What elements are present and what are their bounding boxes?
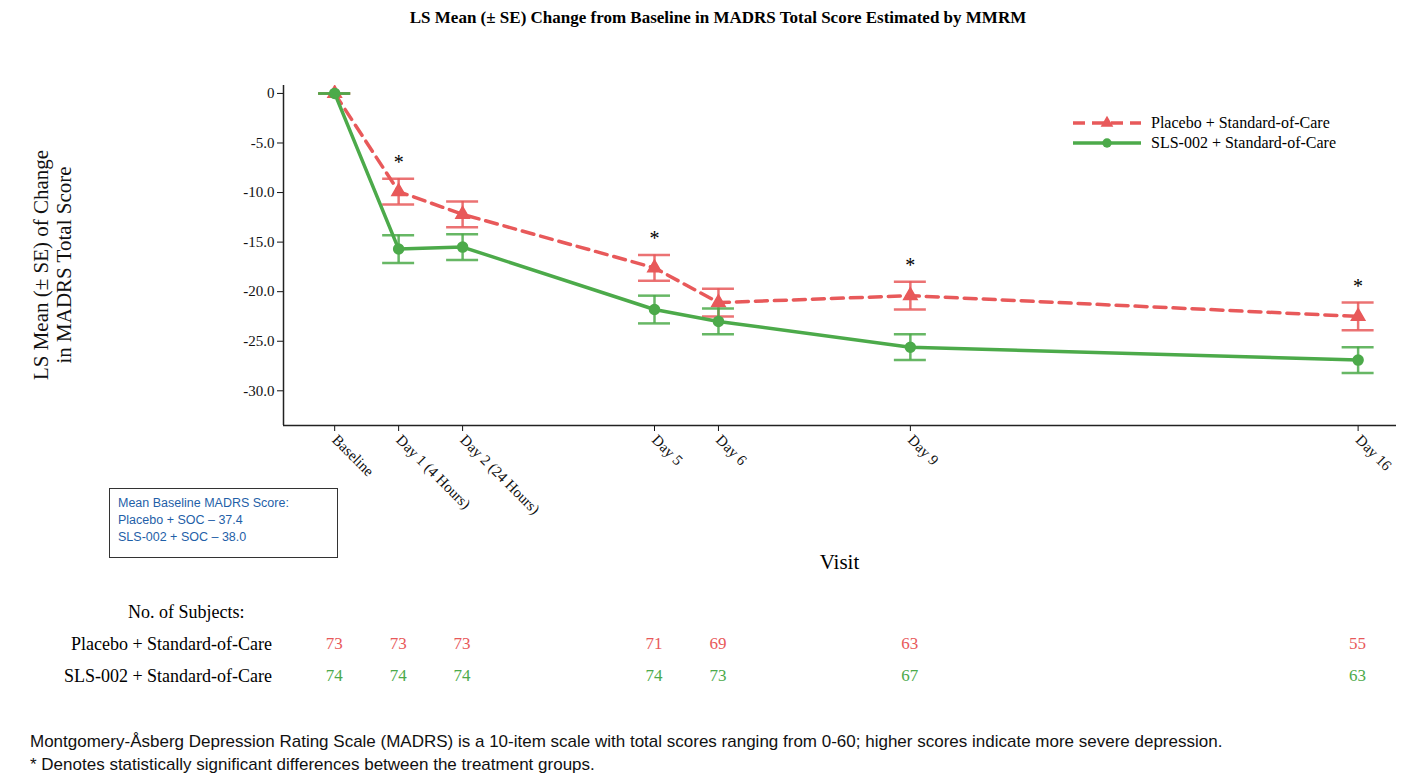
svg-text:*: *	[650, 227, 660, 249]
svg-text:Day 2 (24 Hours): Day 2 (24 Hours)	[456, 432, 543, 519]
svg-text:-25.0: -25.0	[243, 333, 274, 349]
html-text:Placebo + SOC – 37.4: Placebo + SOC – 37.4	[118, 513, 243, 527]
html-text:* Denotes statistically signif: * Denotes statistically significant diff…	[30, 755, 595, 774]
svg-text:Day 5: Day 5	[649, 432, 686, 469]
svg-text:*: *	[1353, 275, 1363, 297]
svg-text:-5.0: -5.0	[251, 135, 275, 151]
svg-text:Baseline: Baseline	[329, 432, 377, 480]
html-text:73: 73	[453, 634, 471, 653]
html-text:SLS-002 + Standard-of-Care: SLS-002 + Standard-of-Care	[1151, 134, 1336, 151]
html-text:73: 73	[389, 634, 407, 653]
html-text:63: 63	[901, 634, 919, 653]
html-text:74: 74	[453, 666, 471, 685]
html-text:Placebo + Standard-of-Care: Placebo + Standard-of-Care	[1151, 114, 1330, 131]
svg-text:Day 6: Day 6	[713, 432, 750, 469]
svg-text:*: *	[905, 254, 915, 276]
html-text:73: 73	[325, 634, 343, 653]
html-text:74: 74	[645, 666, 663, 685]
svg-text:*: *	[394, 151, 404, 173]
svg-text:-20.0: -20.0	[243, 283, 274, 299]
html-text:73: 73	[709, 666, 727, 685]
svg-text:Day 1 (4 Hours): Day 1 (4 Hours)	[393, 431, 474, 513]
html-text:63: 63	[1349, 666, 1367, 685]
svg-text:Day 16: Day 16	[1353, 432, 1396, 475]
html-text:Mean Baseline MADRS Score:: Mean Baseline MADRS Score:	[118, 496, 289, 510]
html-text:Montgomery-Åsberg Depression R: Montgomery-Åsberg Depression Rating Scal…	[30, 732, 1223, 751]
html-text:74: 74	[389, 666, 407, 685]
html-text:74: 74	[325, 666, 343, 685]
svg-text:LS Mean (± SE) of Changein MAD: LS Mean (± SE) of Changein MADRS Total S…	[29, 150, 76, 380]
html-text:SLS-002 + SOC – 38.0: SLS-002 + SOC – 38.0	[118, 530, 247, 544]
svg-text:-15.0: -15.0	[243, 234, 274, 250]
html-text:55: 55	[1349, 634, 1367, 653]
html-text:Placebo + Standard-of-Care: Placebo + Standard-of-Care	[70, 634, 272, 654]
html-text:71: 71	[645, 634, 663, 653]
svg-text:0: 0	[267, 85, 275, 101]
svg-text:-30.0: -30.0	[243, 383, 274, 399]
html-text:Visit: Visit	[819, 550, 860, 574]
svg-text:-10.0: -10.0	[243, 184, 274, 200]
html-text:No. of Subjects:: No. of Subjects:	[128, 602, 245, 622]
html-text:SLS-002 + Standard-of-Care: SLS-002 + Standard-of-Care	[63, 666, 272, 686]
svg-text:Day 9: Day 9	[905, 432, 942, 469]
html-text:LS Mean (± SE) Change from Bas: LS Mean (± SE) Change from Baseline in M…	[409, 8, 1027, 27]
html-text:69: 69	[709, 634, 727, 653]
html-text:67: 67	[901, 666, 919, 685]
